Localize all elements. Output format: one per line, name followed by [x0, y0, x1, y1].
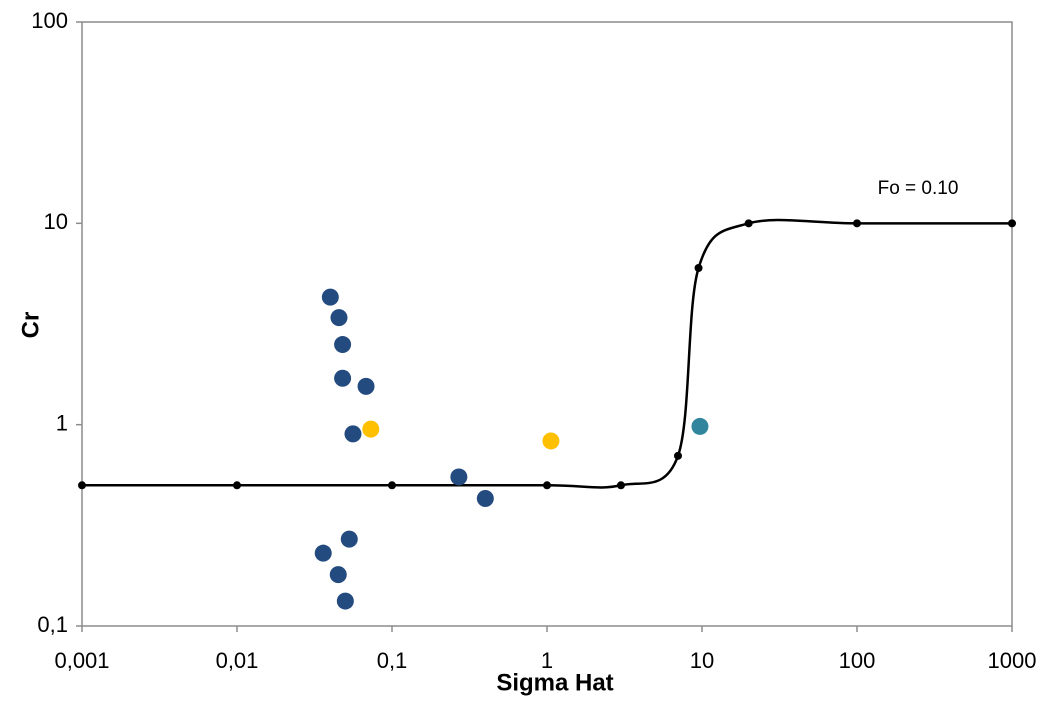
plot-area	[81, 21, 1013, 627]
scatter-point	[450, 468, 468, 486]
x-tick-label: 1000	[988, 648, 1037, 673]
y-tick-label: 0,1	[37, 612, 68, 637]
x-axis-title: Sigma Hat	[496, 669, 613, 696]
y-tick-label: 100	[31, 8, 68, 33]
x-tick-label: 1	[541, 648, 553, 673]
scatter-point	[334, 336, 352, 354]
scatter-point	[329, 566, 347, 584]
scatter-point	[357, 377, 375, 395]
line-marker	[388, 481, 396, 490]
line-marker	[1008, 219, 1016, 228]
scatter-point	[314, 544, 332, 562]
scatter-point	[336, 592, 354, 610]
x-tick-label: 100	[839, 648, 876, 673]
x-tick-label: 10	[690, 648, 714, 673]
scatter-point	[321, 288, 339, 306]
scatter-point	[344, 425, 362, 443]
line-marker	[673, 451, 682, 460]
scatter-point	[691, 417, 709, 435]
scatter-point	[340, 530, 358, 548]
scatter-point	[334, 369, 352, 387]
annotation: Fo = 0.10	[878, 178, 959, 199]
y-tick-label: 10	[44, 209, 68, 234]
line-marker	[744, 219, 753, 228]
y-axis-title: Cr	[17, 312, 44, 339]
scatter-point	[476, 489, 494, 507]
fit-line	[81, 218, 1012, 489]
x-tick-label: 0,001	[54, 648, 109, 673]
line-marker	[853, 219, 861, 228]
line-marker	[543, 481, 551, 490]
scatter-point	[362, 420, 380, 438]
line-marker	[616, 481, 625, 490]
scatter-point	[542, 432, 560, 450]
x-tick-label: 0,1	[377, 648, 408, 673]
line-marker	[694, 263, 703, 272]
x-tick-label: 0,01	[216, 648, 259, 673]
scatter-point	[330, 309, 348, 327]
line-marker	[78, 481, 86, 490]
line-marker	[233, 481, 241, 490]
y-tick-label: 1	[56, 410, 68, 435]
